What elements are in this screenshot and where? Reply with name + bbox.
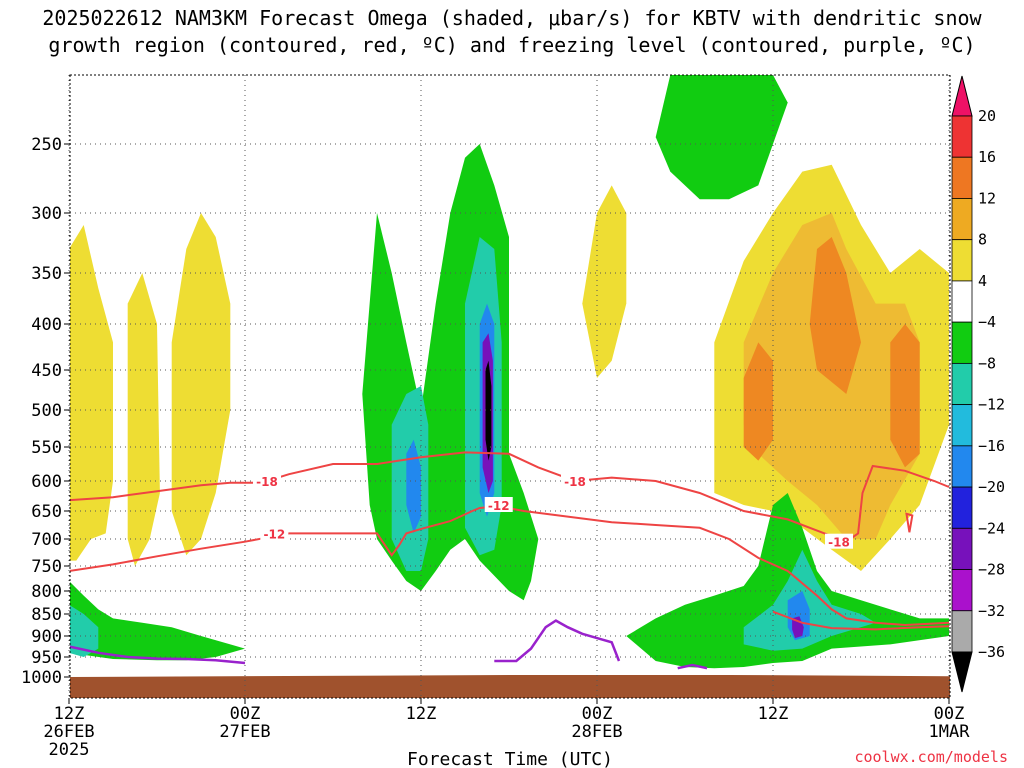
- colorbar-label-7: −12: [978, 396, 1005, 414]
- omega-region-7: [743, 342, 773, 461]
- temperature-contours: -18 -18 -18 -12 -12: [70, 451, 950, 670]
- contour-minus12-b: [772, 610, 950, 631]
- x-tick-year-0: 2025: [49, 740, 90, 760]
- x-tick-label-2: 12Z: [406, 704, 437, 724]
- colorbar-swatch-0: [951, 115, 973, 158]
- x-tick-sublabel-0: 26FEB: [43, 722, 94, 742]
- colorbar-legend: 20 16 12 8 4 −4 −8 −12 −16 −20 −24 −28 −32 −36: [951, 75, 1005, 693]
- y-tick-label-900: 900: [31, 627, 62, 647]
- y-tick-label-300: 300: [31, 204, 62, 224]
- plot-frame: [69, 74, 951, 699]
- colorbar-label-4: 4: [978, 272, 987, 290]
- colorbar-swatch-8: [951, 445, 973, 488]
- contour-label-bg-3: [260, 525, 289, 541]
- plot-area: [70, 75, 950, 698]
- y-tick-label-550: 550: [31, 438, 62, 458]
- colorbar-swatch-9: [951, 486, 973, 529]
- contour-label-bg-4: [484, 497, 513, 512]
- contour-minus18-b: [845, 464, 950, 543]
- contour-minus18: [70, 451, 847, 543]
- colorbar-swatch-5: [951, 321, 973, 364]
- contour-label-bg-1: [561, 473, 589, 488]
- contour-label-4: -12: [488, 499, 510, 513]
- colorbar-label-13: −36: [978, 643, 1005, 661]
- y-tick-label-700: 700: [31, 530, 62, 550]
- freezing-level-2: [494, 619, 621, 663]
- omega-region-0: [70, 225, 113, 561]
- credit-text: coolwx.com/models: [854, 748, 1008, 766]
- x-tick-label-1: 00Z: [230, 704, 261, 724]
- chart-title-line-1: 2025022612 NAM3KM Forecast Omega (shaded…: [42, 6, 982, 30]
- contour-label-2: -18: [828, 536, 850, 550]
- colorbar-label-10: −24: [978, 519, 1005, 537]
- y-tick-label-850: 850: [31, 605, 62, 625]
- colorbar-swatch-11: [951, 569, 973, 612]
- y-tick-label-650: 650: [31, 502, 62, 522]
- colorbar-label-11: −28: [978, 561, 1005, 579]
- y-tick-label-400: 400: [31, 315, 62, 335]
- x-tick-label-4: 12Z: [758, 704, 789, 724]
- colorbar-label-5: −4: [978, 313, 996, 331]
- omega-region-3: [582, 185, 627, 378]
- omega-region-19: [406, 439, 421, 534]
- y-tick-label-450: 450: [31, 361, 62, 381]
- y-tick-label-750: 750: [31, 557, 62, 577]
- plot-border: [69, 74, 951, 699]
- omega-region-6: [809, 237, 861, 394]
- colorbar-label-0: 20: [978, 107, 996, 125]
- x-tick-label-3: 00Z: [582, 704, 613, 724]
- ground-surface: [70, 675, 950, 698]
- contour-label-bg-2: [825, 533, 853, 549]
- colorbar-swatch-2: [951, 198, 973, 241]
- contour-label-bg-0: [253, 473, 281, 488]
- colorbar-label-2: 12: [978, 189, 996, 207]
- x-axis-label: Forecast Time (UTC): [407, 749, 613, 768]
- colorbar-swatch-3: [951, 239, 973, 282]
- colorbar-swatch-12: [951, 610, 973, 653]
- colorbar-swatch-7: [951, 404, 973, 447]
- y-tick-label-250: 250: [31, 135, 62, 155]
- y-tick-label-1000: 1000: [21, 668, 62, 688]
- omega-region-16: [70, 605, 99, 657]
- omega-region-2: [171, 213, 231, 556]
- x-tick-sublabel-5: 1MAR: [929, 722, 971, 742]
- freezing-level-1: [70, 645, 246, 665]
- freezing-level-3: [677, 663, 708, 670]
- colorbar-swatch-4: [951, 280, 973, 323]
- contour-label-0: -18: [256, 475, 278, 489]
- contour-label-3: -12: [263, 527, 285, 541]
- y-tick-label-500: 500: [31, 401, 62, 421]
- colorbar-label-3: 8: [978, 231, 987, 249]
- colorbar-swatch-10: [951, 527, 973, 570]
- y-tick-label-350: 350: [31, 264, 62, 284]
- colorbar-label-12: −32: [978, 602, 1005, 620]
- omega-region-11: [70, 581, 245, 661]
- colorbar-label-9: −20: [978, 478, 1005, 496]
- colorbar-label-1: 16: [978, 148, 996, 166]
- omega-region-15: [743, 549, 876, 651]
- omega-region-23: [485, 360, 492, 461]
- ground-fill: [70, 675, 950, 698]
- chart-title-line-2: growth region (contoured, red, ºC) and f…: [48, 33, 976, 57]
- omega-region-10: [655, 75, 788, 200]
- y-axis: 2503003504004505005506006507007508008509…: [21, 135, 70, 688]
- colorbar-label-8: −16: [978, 437, 1005, 455]
- colorbar-top-arrow: [951, 75, 973, 117]
- y-tick-label-600: 600: [31, 472, 62, 492]
- colorbar-swatch-1: [951, 156, 973, 199]
- colorbar-bottom-arrow: [951, 651, 973, 693]
- omega-region-8: [890, 324, 920, 468]
- y-tick-label-950: 950: [31, 648, 62, 668]
- colorbar-swatch-6: [951, 362, 973, 406]
- contour-label-1: -18: [564, 475, 586, 489]
- x-tick-sublabel-1: 27FEB: [219, 722, 270, 742]
- colorbar-label-6: −8: [978, 354, 996, 372]
- x-tick-sublabel-3: 28FEB: [571, 722, 622, 742]
- y-tick-label-800: 800: [31, 582, 62, 602]
- x-tick-label-5: 00Z: [934, 704, 965, 724]
- x-tick-label-0: 12Z: [54, 704, 85, 724]
- contour-minus18-loop: [905, 512, 914, 533]
